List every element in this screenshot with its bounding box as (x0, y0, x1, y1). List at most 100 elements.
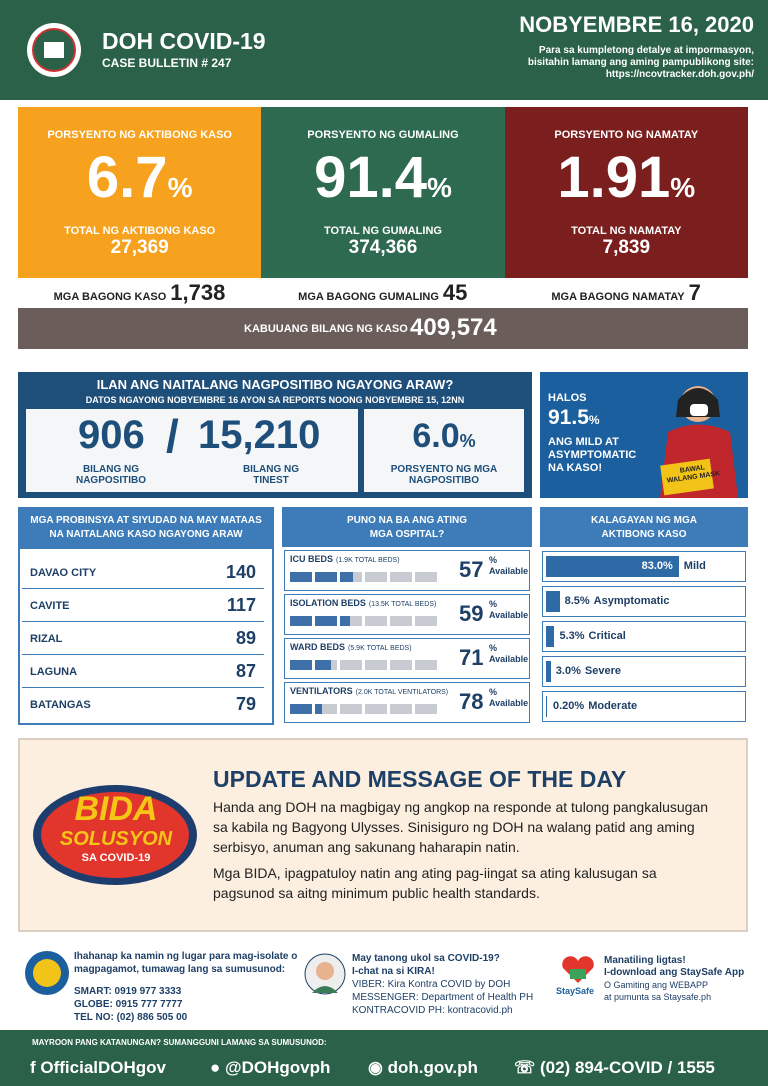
summary-box: PORSYENTO NG GUMALING 91.4% TOTAL NG GUMAL… (261, 107, 505, 278)
percent-value: 1.91 (557, 145, 671, 210)
percent-value: 71 (459, 645, 484, 670)
total-value: 7,839 (602, 237, 651, 258)
doh-logo (25, 951, 69, 995)
icon: ☏ (514, 1058, 540, 1077)
new-label: MGA BAGONG GUMALING (298, 291, 439, 303)
status: Available (489, 566, 529, 576)
icon: f (30, 1058, 41, 1077)
kira-line: I-chat na si KIRA! (352, 966, 435, 977)
label-line: NAGPOSITIBO (75, 475, 146, 486)
kira-line: MESSENGER: Department of Health PH (352, 992, 534, 1003)
hospitals-header: PUNO NA BA ANG ATING MGA OSPITAL? (282, 507, 532, 547)
footer: MAYROON PANG KATANUNGAN? SUMANGGUNI LAMA… (0, 1030, 768, 1086)
icon (365, 616, 387, 626)
icon (365, 660, 387, 670)
province-value: 140 (225, 562, 256, 582)
facebook[interactable]: f OfficialDOHgov (30, 1058, 166, 1078)
icon (315, 704, 337, 714)
website[interactable]: ◉ doh.gov.ph (368, 1058, 478, 1078)
twitter[interactable]: ● @DOHgovph (210, 1058, 330, 1078)
hotline[interactable]: ☏ (02) 894-COVID / 1555 (514, 1058, 715, 1078)
icon (290, 660, 312, 670)
province-name: RIZAL (30, 633, 63, 645)
testing-title: ILAN ANG NAITALANG NAGPOSITIBO NGAYONG A… (96, 377, 454, 392)
total-label: TOTAL NG NAMATAY (571, 225, 682, 237)
total-bar: KABUUANG BILANG NG KASO 409,574 (18, 308, 748, 349)
kira-line: May tanong ukol sa COVID-19? (352, 953, 500, 964)
icon-fill (290, 704, 312, 714)
staysafe-logo: StaySafe (556, 986, 595, 996)
logo-text: SA COVID-19 (81, 852, 151, 864)
capacity-icons (290, 614, 440, 628)
rate-box: 6.0% PORSYENTO NG MGA NAGPOSITIBO (364, 409, 524, 492)
doh-seal (27, 23, 81, 77)
status-name: Asymptomatic (593, 595, 670, 607)
note: Para sa kumpletong detalye at impormasyo… (528, 45, 754, 81)
hospital-name: ICU BEDS (1.9K TOTAL BEDS) (290, 554, 400, 564)
icon (415, 616, 437, 626)
promo-text: ANG MILD AT ASYMPTOMATIC NA KASO! (548, 436, 636, 475)
paragraph: Mga BIDA, ipagpatuloy natin ang ating pa… (213, 865, 657, 901)
capacity: (2.0K TOTAL VENTILATORS) (355, 689, 449, 696)
capacity: (13.5K TOTAL BEDS) (368, 601, 437, 608)
status-bar (546, 626, 555, 647)
logo-text: SOLUSYON (59, 828, 173, 850)
percent-value: 59 (459, 601, 484, 626)
website-text: doh.gov.ph (387, 1058, 478, 1077)
twitter-text: @DOHgovph (225, 1058, 331, 1077)
kira-line: VIBER: Kira Kontra COVID by DOH (352, 979, 511, 990)
promo-line: ASYMPTOMATIC (548, 449, 637, 461)
separator: / (166, 410, 179, 462)
status-label: 3.0% Severe (556, 665, 621, 677)
url: https://ncovtracker.doh.gov.ph/ (605, 69, 754, 80)
status-name: Moderate (588, 700, 638, 712)
icon (340, 572, 362, 582)
percent-value: 78 (459, 689, 484, 714)
label-line: BILANG NG (82, 464, 140, 475)
icon-fill (315, 616, 337, 626)
rate-value: 6.0 (412, 417, 460, 455)
icon (390, 704, 412, 714)
header-line: NA NAITALANG KASO NGAYONG ARAW (49, 529, 243, 540)
name: ICU BEDS (290, 554, 334, 564)
testing-subtitle: DATOS NGAYONG NOBYEMBRE 16 AYON SA REPOR… (85, 395, 465, 405)
logo-text: BIDA (74, 790, 158, 828)
status-value: 0.20% (553, 700, 585, 712)
staysafe-text: Manatiling ligtas! I-download ang StaySa… (604, 955, 744, 1003)
capacity: (1.9K TOTAL BEDS) (336, 557, 400, 564)
province-name: LAGUNA (30, 666, 78, 678)
status-header: KALAGAYAN NG MGA AKTIBONG KASO (540, 507, 748, 547)
icon (290, 616, 312, 626)
percent-side: % Available (489, 555, 528, 577)
hospital-percent: 78 (459, 689, 483, 715)
promo-line: NA KASO! (548, 462, 602, 474)
province-row: RIZAL 89 (22, 622, 264, 655)
province-value: 117 (226, 595, 256, 615)
paragraph: Handa ang DOH na magbigay ng angkop na r… (213, 799, 709, 855)
hospital-name: WARD BEDS (5.9K TOTAL BEDS) (290, 642, 412, 652)
label-line: BILANG NG (242, 464, 300, 475)
percent-unit: % (670, 172, 696, 203)
percent-value: 91.4 (314, 145, 427, 210)
rate: 6.0% (364, 417, 524, 456)
date: NOBYEMBRE 16, 2020 (519, 12, 754, 37)
icon (390, 572, 412, 582)
total-value: 27,369 (110, 237, 169, 258)
percent-unit: % (489, 599, 498, 609)
capacity-icons (290, 658, 440, 672)
isolation-text: Ihahanap ka namin ng lugar para mag-isol… (74, 951, 298, 975)
icon (390, 660, 412, 670)
hotline-text: (02) 894-COVID / 1555 (539, 1058, 715, 1077)
new-label: MGA BAGONG NAMATAY (551, 291, 685, 303)
staysafe-icon (562, 956, 594, 983)
status: Available (489, 698, 529, 708)
icon (315, 572, 337, 582)
promo-line: ANG MILD AT (548, 436, 619, 448)
promo-percent: 91.5% (548, 406, 600, 430)
tests-box: 906 / 15,210 BILANG NG NAGPOSITIBO BILANG… (26, 409, 358, 492)
capacity-icons (290, 702, 440, 716)
status: Available (489, 610, 529, 620)
note-line: Para sa kumpletong detalye at impormasyo… (538, 45, 754, 56)
icon-fill (290, 660, 312, 670)
